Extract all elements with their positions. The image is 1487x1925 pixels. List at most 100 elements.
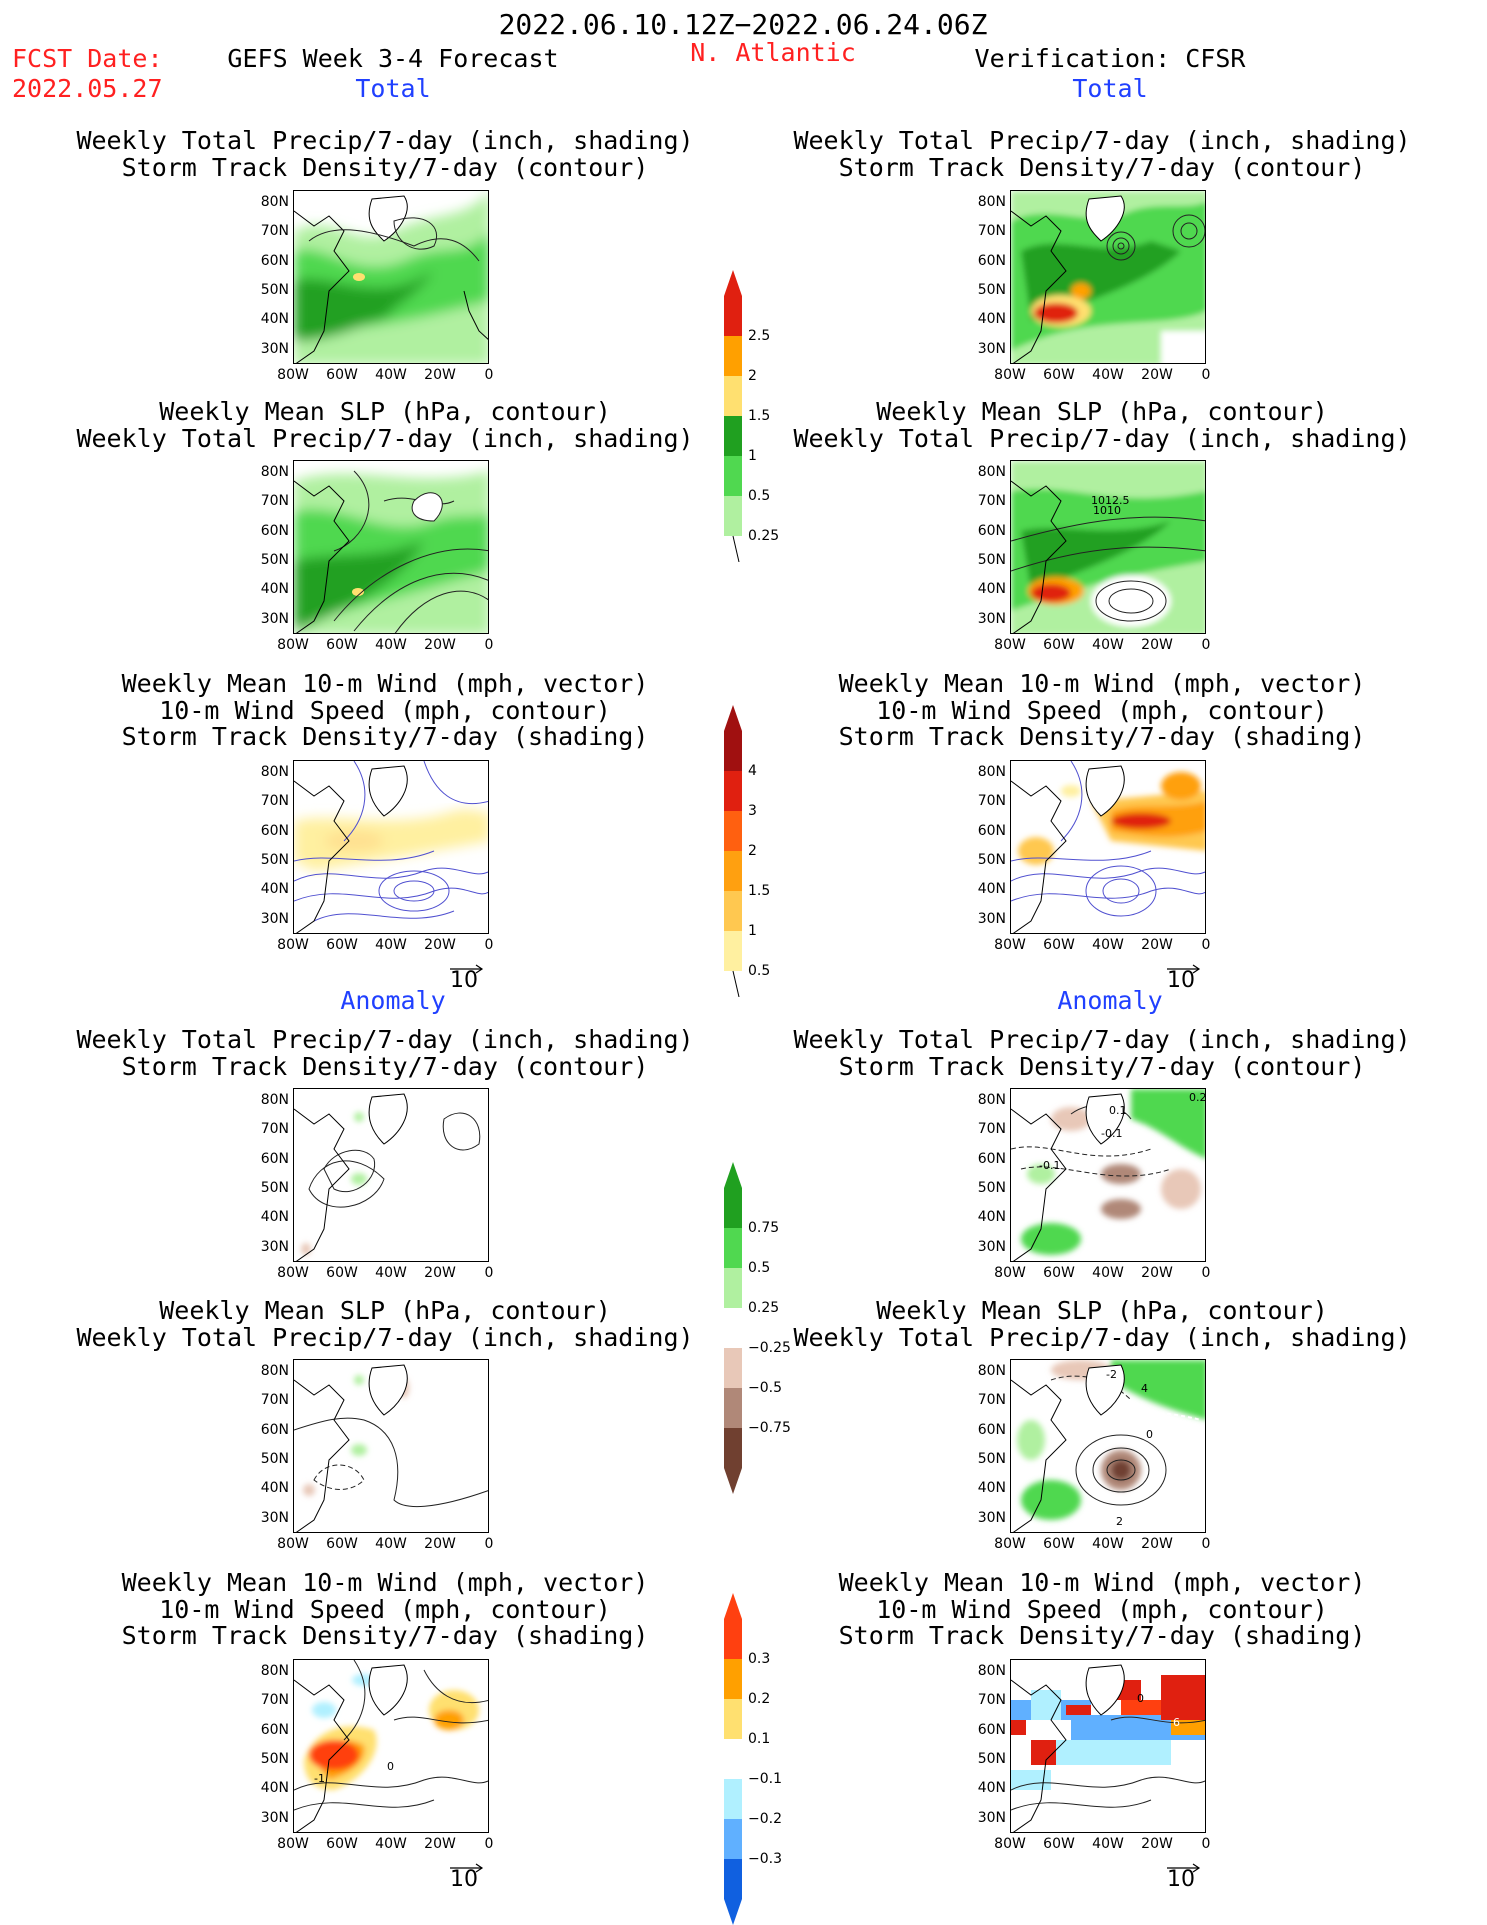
lat-label: 50N [977, 281, 1006, 298]
map-r3-gefs [293, 760, 489, 934]
lat-label: 30N [260, 1509, 289, 1526]
colorbar-precip_anom [724, 1162, 742, 1494]
lon-label: 60W [1043, 637, 1075, 653]
contour-label-slp-1: 1012.5 [1091, 494, 1130, 507]
map-r1-gefs [293, 190, 489, 364]
colorbar-label: 2.5 [748, 328, 771, 344]
lon-label: 40W [1092, 1536, 1124, 1552]
lat-label: 70N [977, 493, 1006, 510]
lat-label: 70N [977, 1121, 1006, 1138]
title-r6-right: Weekly Mean 10-m Wind (mph, vector) 10-m … [838, 1568, 1366, 1650]
colorbar-label: 0.2 [748, 1691, 771, 1707]
lon-label: 0 [484, 367, 494, 383]
title-r5-left: Weekly Mean SLP (hPa, contour) Weekly Tot… [76, 1296, 694, 1352]
lon-label: 60W [326, 367, 358, 383]
lat-label: 40N [977, 1780, 1006, 1797]
colorbar-label: 0.3 [748, 1651, 771, 1667]
lat-label: 60N [260, 822, 289, 839]
title-r2-left: Weekly Mean SLP (hPa, contour) Weekly Tot… [76, 397, 694, 453]
lon-label: 0 [1201, 937, 1211, 953]
lat-label: 40N [260, 311, 289, 328]
lon-label: 0 [1201, 637, 1211, 653]
lon-label: 40W [375, 367, 407, 383]
colorbar-label: 1.5 [748, 408, 771, 424]
lon-label: 60W [326, 1836, 358, 1852]
lat-label: 30N [260, 1809, 289, 1826]
lon-label: 80W [994, 637, 1026, 653]
title-r5-right: Weekly Mean SLP (hPa, contour) Weekly Tot… [793, 1296, 1411, 1352]
section-total-right: Total [1072, 74, 1148, 103]
lon-label: 0 [484, 637, 494, 653]
lon-label: 60W [326, 1265, 358, 1281]
section-total-left: Total [355, 74, 431, 103]
lon-label: 40W [1092, 367, 1124, 383]
lat-label: 70N [977, 223, 1006, 240]
lon-label: 0 [484, 937, 494, 953]
lat-label: 40N [260, 881, 289, 898]
lon-label: 60W [1043, 937, 1075, 953]
lon-label: 80W [994, 1836, 1026, 1852]
lon-label: 60W [326, 637, 358, 653]
lon-label: 40W [1092, 637, 1124, 653]
lat-label: 50N [260, 1750, 289, 1767]
lat-label: 60N [977, 1421, 1006, 1438]
lat-label: 70N [260, 493, 289, 510]
lon-label: 40W [375, 1536, 407, 1552]
colorbar-label: −0.25 [748, 1340, 791, 1356]
lat-label: 40N [260, 1780, 289, 1797]
map-r2-cfsr: 1012.5 1010 [1010, 460, 1206, 634]
contour-label-wind-anom-2: -1 [314, 1772, 325, 1785]
lat-label: 50N [977, 551, 1006, 568]
lon-label: 80W [994, 1536, 1026, 1552]
lat-label: 60N [977, 1150, 1006, 1167]
lon-label: 60W [326, 937, 358, 953]
lon-label: 20W [1141, 1836, 1173, 1852]
lat-label: 80N [260, 1663, 289, 1679]
contour-label-slp-anom-1: -2 [1106, 1368, 1117, 1381]
colorbar-label: 0.75 [748, 1220, 780, 1236]
lat-label: 60N [260, 1421, 289, 1438]
title-r1-right: Weekly Total Precip/7-day (inch, shading… [793, 126, 1411, 182]
colorbar-precip_total [724, 270, 742, 562]
map-r4-cfsr: 0.2 0.1 -0.1 -0.1 [1010, 1088, 1206, 1262]
lon-label: 20W [424, 937, 456, 953]
map-r5-cfsr: -2 4 0 2 [1010, 1359, 1206, 1533]
contour-label-slp-2: 1010 [1093, 504, 1121, 517]
lat-label: 60N [977, 1721, 1006, 1738]
lat-label: 70N [977, 1692, 1006, 1709]
lat-label: 60N [260, 1150, 289, 1167]
lat-label: 80N [260, 194, 289, 210]
lon-label: 40W [1092, 937, 1124, 953]
lon-label: 20W [424, 1265, 456, 1281]
lon-label: 80W [277, 1836, 309, 1852]
lon-label: 40W [375, 637, 407, 653]
contour-label-wind-anom-cfsr-1: 0 [1137, 1692, 1144, 1705]
lat-label: 30N [977, 1809, 1006, 1826]
colorbar-label: 0.5 [748, 1260, 771, 1276]
colorbar-label: 1.5 [748, 883, 771, 899]
lat-label: 80N [977, 464, 1006, 480]
colorbar-label: 4 [748, 763, 757, 779]
lat-label: 40N [977, 311, 1006, 328]
lon-label: 20W [424, 637, 456, 653]
vector-reference: 10 [1165, 1859, 1205, 1892]
lon-label: 60W [1043, 1836, 1075, 1852]
lat-label: 40N [977, 881, 1006, 898]
lon-label: 0 [484, 1836, 494, 1852]
vector-reference: 10 [448, 1859, 488, 1892]
lat-label: 70N [260, 1392, 289, 1409]
date-range: 2022.06.10.12Z−2022.06.24.06Z [498, 8, 988, 41]
lon-label: 0 [1201, 1536, 1211, 1552]
lat-label: 80N [260, 764, 289, 780]
section-anomaly-left: Anomaly [340, 986, 446, 1015]
colorbar-label: −0.75 [748, 1420, 791, 1436]
title-r4-left: Weekly Total Precip/7-day (inch, shading… [76, 1025, 694, 1081]
vector-reference: 10 [1165, 960, 1205, 993]
lat-label: 50N [260, 551, 289, 568]
contour-label-wind-anom-cfsr-2: 6 [1173, 1716, 1180, 1729]
lon-label: 0 [484, 1536, 494, 1552]
lon-label: 80W [277, 937, 309, 953]
title-r3-right: Weekly Mean 10-m Wind (mph, vector) 10-m … [838, 669, 1366, 751]
map-r6-gefs: 0 -1 [293, 1659, 489, 1833]
colorbar-label: 2 [748, 368, 757, 384]
